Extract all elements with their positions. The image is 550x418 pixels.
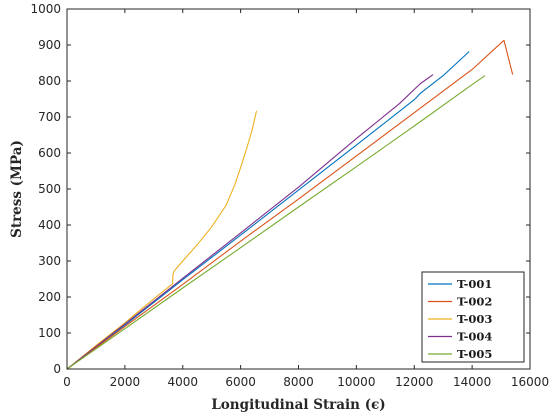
y-tick-label: 1000	[30, 2, 61, 16]
x-tick-label: 8000	[283, 375, 314, 389]
series-line-t-002	[66, 39, 514, 370]
series-lines	[66, 39, 514, 370]
series-line-t-001	[66, 51, 470, 370]
y-tick-label: 100	[38, 326, 61, 340]
x-tick-label: 2000	[110, 375, 141, 389]
y-tick-label: 400	[38, 218, 61, 232]
legend-label: T-003	[457, 312, 492, 326]
x-axis-title: Longitudinal Strain (ϵ)	[211, 397, 385, 413]
y-tick-label: 600	[38, 146, 61, 160]
legend-label: T-002	[457, 295, 492, 309]
y-tick-label: 900	[38, 38, 61, 52]
y-tick-label: 300	[38, 254, 61, 268]
legend-box	[421, 271, 525, 363]
y-tick-label: 500	[38, 182, 61, 196]
x-tick-label: 0	[63, 375, 71, 389]
legend: T-001 T-002 T-003 T-004 T-005	[421, 271, 525, 363]
series-line-t-005	[66, 75, 486, 370]
y-tick-label: 700	[38, 110, 61, 124]
y-tick-label: 800	[38, 74, 61, 88]
y-tick-label: 200	[38, 290, 61, 304]
x-tick-label: 12000	[395, 375, 433, 389]
y-tick-label: 0	[53, 362, 61, 376]
legend-label: T-001	[457, 277, 492, 291]
x-tick-label: 6000	[225, 375, 256, 389]
x-tick-label: 14000	[453, 375, 491, 389]
x-tick-label: 16000	[511, 375, 549, 389]
legend-label: T-004	[457, 330, 492, 344]
x-tick-label: 4000	[167, 375, 198, 389]
x-tick-label: 10000	[337, 375, 375, 389]
series-line-t-004	[66, 74, 434, 370]
series-line-t-003	[66, 110, 258, 370]
legend-label: T-005	[457, 347, 492, 361]
axis-ticks: 0 2000 4000 6000 8000 10000 12000 14000 16000 0 10…	[30, 2, 549, 389]
y-axis-title: Stress (MPa)	[9, 140, 25, 238]
